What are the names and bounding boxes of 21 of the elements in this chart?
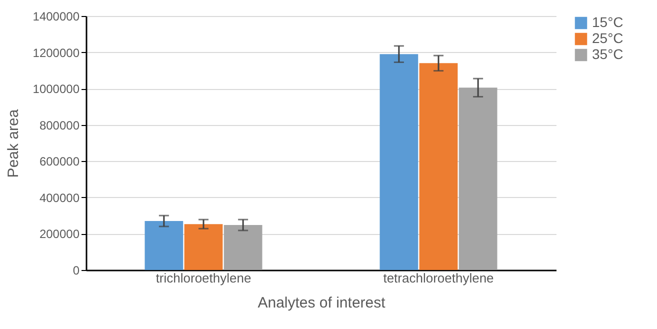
x-tick-label: tetrachloroethylene: [383, 270, 494, 286]
bar: [458, 88, 498, 270]
y-axis-title: Peak area: [4, 108, 22, 178]
y-tick-label: 200000: [39, 227, 80, 242]
bar: [419, 63, 458, 270]
bar: [184, 224, 223, 270]
legend-label: 25°C: [592, 30, 624, 46]
y-tick-label: 800000: [39, 118, 80, 132]
legend-label: 15°C: [592, 14, 624, 30]
y-tick-label: 1000000: [32, 82, 80, 96]
y-tick-label: 1400000: [32, 10, 80, 24]
y-tick-label: 1200000: [32, 46, 80, 60]
bar: [224, 225, 262, 270]
x-tick-label: trichloroethylene: [156, 270, 252, 286]
bar: [380, 54, 418, 270]
x-axis-title: Analytes of interest: [258, 294, 386, 312]
y-tick-label: 600000: [39, 154, 80, 169]
y-tick-label: 400000: [39, 190, 80, 205]
legend-label: 35°C: [592, 46, 624, 62]
bar: [144, 221, 184, 270]
y-tick-label: 0: [72, 264, 80, 278]
